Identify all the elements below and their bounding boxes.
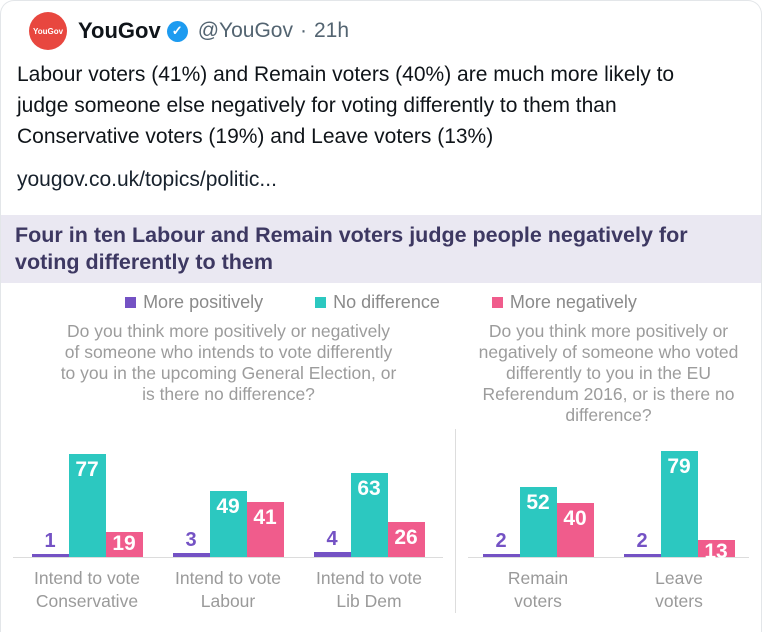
bar [313, 552, 351, 557]
bar: 41 [246, 502, 284, 557]
bar-value-label: 49 [216, 495, 240, 518]
bar-column: 19 [105, 532, 143, 557]
bar [172, 553, 210, 557]
bar-value-label: 52 [526, 491, 550, 514]
avatar-label: YouGov [32, 26, 64, 36]
bar-column: 79 [660, 451, 698, 557]
bar-value-label: 41 [253, 506, 277, 529]
bar-column: 40 [556, 503, 594, 557]
bar-column: 41 [246, 502, 284, 557]
bar-column: 49 [209, 491, 247, 557]
bar-value-label: 4 [326, 528, 338, 550]
timestamp[interactable]: 21h [314, 19, 350, 42]
legend-swatch-icon [125, 296, 137, 308]
legend-swatch-icon [491, 296, 503, 308]
bar: 19 [105, 532, 143, 557]
questions-row: Do you think more positively or negative… [1, 321, 761, 426]
panel-general-election: 1 77 19 3 49 41 4 63 26 Intend to vote Conservat… [1, 429, 455, 613]
legend-item: More positively [125, 292, 263, 313]
bar-value-label: 1 [44, 530, 56, 552]
bar-value-label: 2 [636, 530, 648, 552]
bars-row-general-election: 1 77 19 3 49 41 4 63 26 [13, 429, 443, 558]
bar-column: 1 [31, 530, 69, 557]
bar-value-label: 79 [667, 455, 691, 478]
bar-column: 52 [519, 487, 557, 557]
bar: 40 [556, 503, 594, 557]
bar [482, 554, 520, 557]
bar: 52 [519, 487, 557, 557]
charts-row: 1 77 19 3 49 41 4 63 26 Intend to vote Conservat… [1, 429, 761, 613]
avatar[interactable]: YouGov [29, 12, 67, 50]
bar-column: 13 [697, 540, 735, 562]
author-handle[interactable]: @YouGov [197, 19, 293, 42]
bar-value-label: 2 [495, 530, 507, 552]
bar: 63 [350, 473, 388, 557]
separator-dot: · [300, 19, 307, 42]
category-label: Intend to vote Lib Dem [315, 568, 423, 611]
legend-item: More negatively [491, 291, 637, 313]
handle-group: @YouGov · 21h [198, 19, 349, 43]
bar-group: 2 79 13 [623, 451, 735, 562]
bar-column: 4 [313, 528, 351, 557]
bar [623, 554, 661, 557]
bar: 49 [209, 491, 247, 557]
question-eu-referendum: Do you think more positively or negative… [478, 321, 739, 425]
bar-value-label: 3 [185, 529, 197, 551]
bar-column: 3 [172, 529, 210, 557]
bar: 77 [68, 454, 106, 557]
bar: 79 [660, 451, 698, 557]
question-right-wrap: Do you think more positively or negative… [456, 321, 761, 426]
bar-column: 63 [350, 473, 388, 557]
panel-divider [455, 429, 456, 613]
bar: 26 [387, 522, 425, 557]
tweet-link[interactable]: yougov.co.uk/topics/politic... [17, 168, 277, 191]
chart-title: Four in ten Labour and Remain voters jud… [1, 215, 761, 283]
legend-item: No difference [315, 292, 440, 313]
bar-value-label: 63 [357, 477, 381, 500]
bar-group: 2 52 40 [482, 487, 594, 557]
verified-badge-icon: ✓ [166, 20, 188, 42]
tweet-header: YouGov YouGov ✓ @YouGov · 21h [29, 11, 747, 51]
legend-label: More negatively [509, 291, 637, 312]
category-label: Intend to vote Conservative [33, 568, 141, 611]
bar-value-label: 26 [394, 526, 418, 549]
question-general-election: Do you think more positively or negative… [60, 321, 397, 404]
panel-eu-referendum: 2 52 40 2 79 13 Remain voters Leave voters [456, 429, 761, 613]
labels-row-general-election: Intend to vote Conservative Intend to vot… [1, 567, 455, 613]
category-label: Intend to vote Labour [174, 568, 282, 611]
legend-label: More positively [143, 291, 264, 312]
category-label: Leave voters [655, 568, 703, 611]
bar [31, 554, 69, 557]
bar-column: 26 [387, 522, 425, 557]
chart-legend: More positively No difference More negativ… [1, 291, 761, 313]
bar: 13 [697, 540, 735, 562]
bar-group: 4 63 26 [313, 473, 425, 557]
chart-image[interactable]: Four in ten Labour and Remain voters jud… [1, 215, 761, 613]
bar-value-label: 13 [704, 540, 728, 563]
bar-value-label: 40 [563, 507, 587, 530]
category-label: Remain voters [507, 568, 569, 611]
question-left-wrap: Do you think more positively or negative… [1, 321, 456, 426]
labels-row-eu-referendum: Remain voters Leave voters [456, 567, 761, 613]
tweet-text: Labour voters (41%) and Remain voters (4… [17, 63, 675, 148]
bar-group: 3 49 41 [172, 491, 284, 557]
bar-value-label: 77 [75, 458, 99, 481]
bar-column: 2 [482, 530, 520, 557]
legend-swatch-icon [315, 296, 327, 308]
bars-row-eu-referendum: 2 52 40 2 79 13 [468, 429, 749, 562]
author-name[interactable]: YouGov [78, 18, 161, 43]
bar-column: 77 [68, 454, 106, 557]
bar-group: 1 77 19 [31, 454, 143, 557]
legend-label: No difference [333, 291, 440, 312]
bar-column: 2 [623, 530, 661, 557]
bar-value-label: 19 [112, 532, 136, 555]
